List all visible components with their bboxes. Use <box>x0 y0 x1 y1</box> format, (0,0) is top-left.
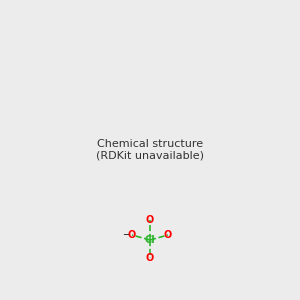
Text: Chemical structure
(RDKit unavailable): Chemical structure (RDKit unavailable) <box>96 139 204 161</box>
Text: O: O <box>146 253 154 263</box>
Text: Cl: Cl <box>145 235 155 245</box>
Text: O: O <box>146 215 154 225</box>
Text: O: O <box>128 230 136 240</box>
Text: −: − <box>122 230 130 239</box>
Text: O: O <box>164 230 172 240</box>
